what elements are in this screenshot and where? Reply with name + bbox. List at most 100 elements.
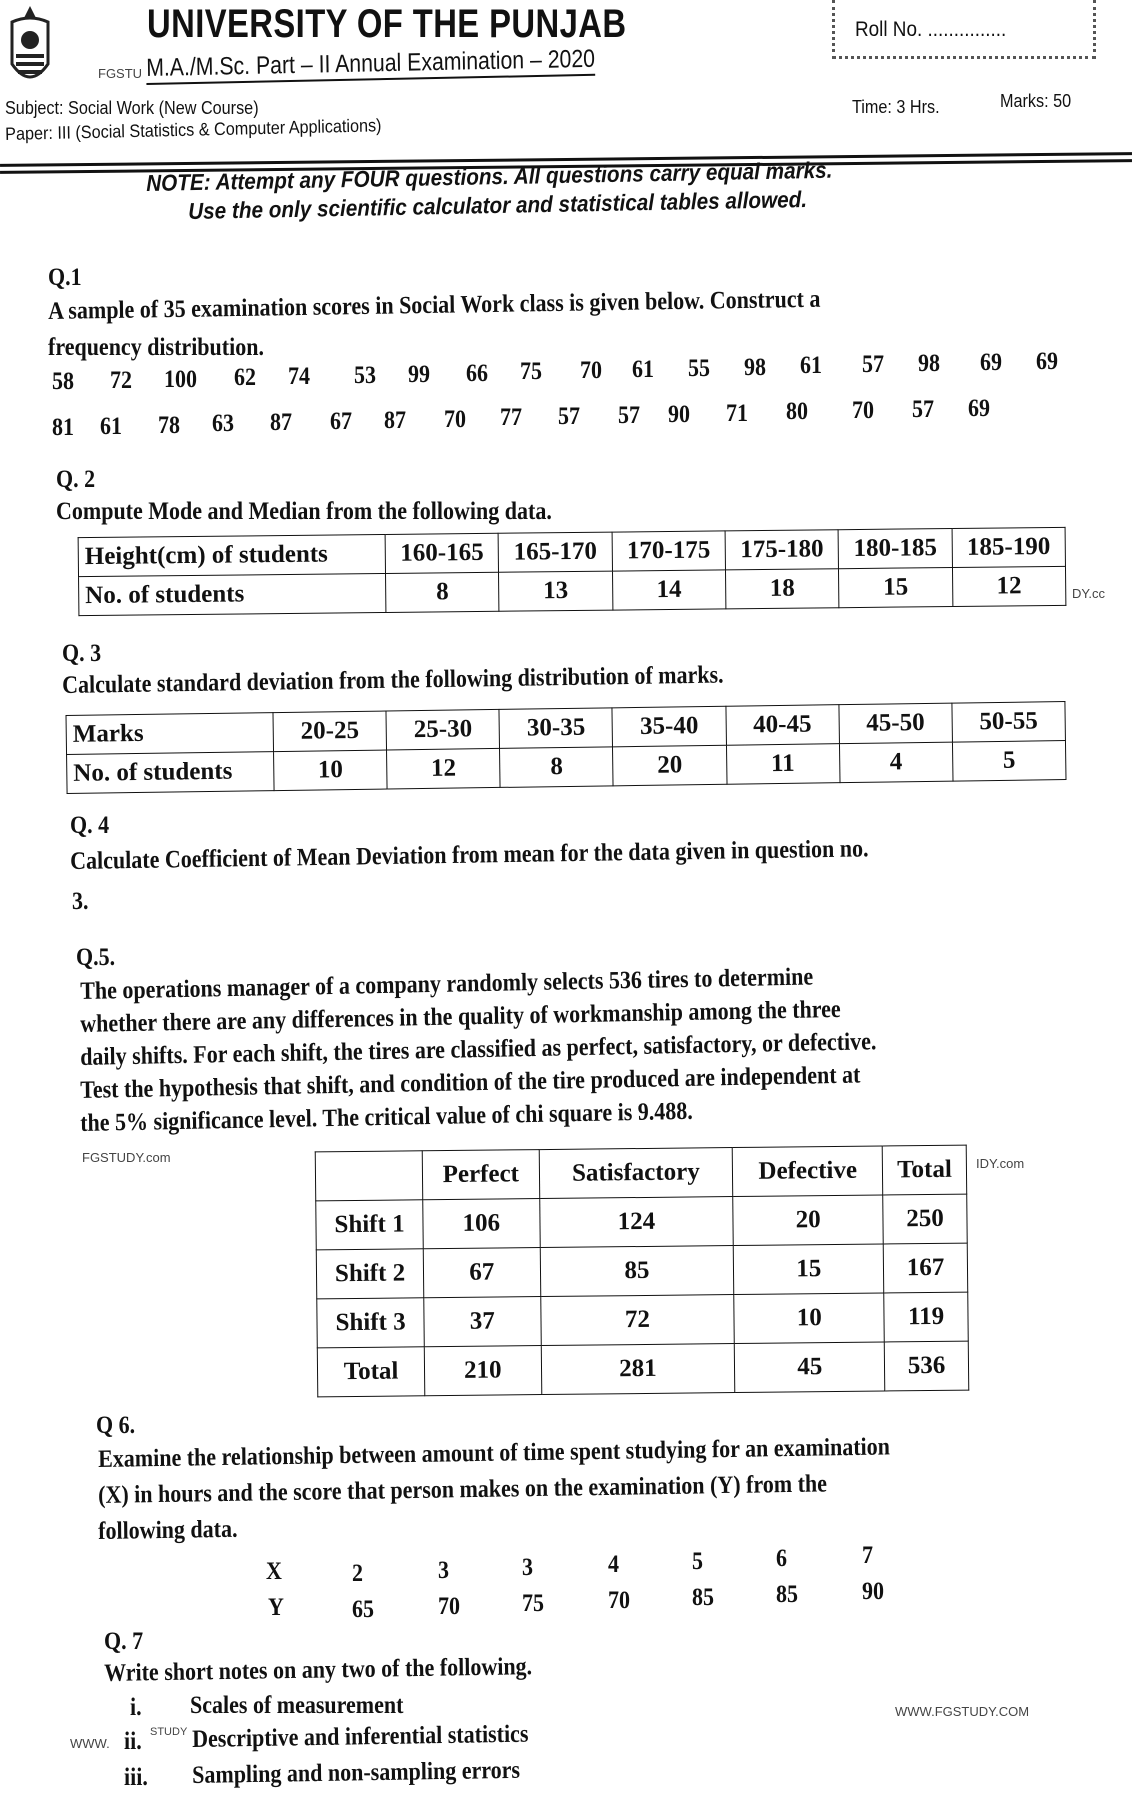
- score: 98: [918, 350, 940, 377]
- score: 67: [330, 408, 352, 435]
- q2-table: Height(cm) of students 160-165 165-170 170-…: [78, 527, 1067, 616]
- y-value: 70: [438, 1593, 460, 1620]
- q7-label: Q. 7: [104, 1628, 144, 1655]
- x-label: X: [266, 1558, 282, 1585]
- table-row: Total 210 281 45 536: [317, 1341, 969, 1397]
- table-cell: 25-30: [386, 709, 500, 751]
- q1-text: A sample of 35 examination scores in Soc…: [48, 285, 821, 325]
- q7-item-num: i.: [130, 1694, 142, 1721]
- table-cell: 170-175: [611, 530, 726, 572]
- watermark: IDY.com: [976, 1156, 1025, 1171]
- table-cell: 106: [422, 1198, 540, 1249]
- q2-text: Compute Mode and Median from the followi…: [56, 498, 552, 525]
- table-cell: No. of students: [66, 751, 275, 794]
- q4-label: Q. 4: [70, 812, 110, 839]
- q5-label: Q.5.: [76, 944, 116, 971]
- x-value: 6: [776, 1545, 787, 1572]
- score: 74: [288, 363, 310, 391]
- table-cell: 160-165: [385, 533, 499, 574]
- table-cell: 5: [952, 740, 1066, 782]
- table-cell: 15: [733, 1243, 884, 1295]
- score: 72: [110, 366, 132, 394]
- q6-line: Examine the relationship between amount …: [98, 1433, 891, 1473]
- table-cell: Total: [317, 1346, 425, 1397]
- score: 61: [800, 352, 822, 380]
- roll-number-box: Roll No. ...............: [832, 0, 1096, 59]
- score: 61: [632, 356, 654, 383]
- y-value: 85: [776, 1581, 798, 1608]
- score: 57: [862, 351, 884, 379]
- score: 61: [100, 412, 122, 440]
- q1-label: Q.1: [48, 264, 82, 291]
- y-value: 85: [692, 1584, 714, 1611]
- q6-label: Q 6.: [96, 1412, 136, 1439]
- x-value: 3: [438, 1557, 449, 1584]
- score: 71: [726, 399, 748, 427]
- time: Time: 3 Hrs.: [852, 97, 940, 117]
- table-cell: 20: [733, 1194, 884, 1246]
- table-cell: 67: [423, 1247, 541, 1298]
- score: 100: [164, 365, 197, 393]
- score: 87: [270, 409, 292, 437]
- table-cell: 14: [612, 569, 726, 611]
- table-cell: Shift 2: [316, 1248, 424, 1299]
- table-cell: 20-25: [272, 711, 387, 752]
- roll-number-label: Roll No. ...............: [855, 18, 1007, 41]
- q3-text: Calculate standard deviation from the fo…: [62, 661, 724, 699]
- table-cell: 8: [499, 746, 614, 788]
- score: 78: [158, 411, 180, 439]
- q3-table: Marks 20-25 25-30 30-35 35-40 40-45 45-50 50-55…: [65, 701, 1066, 794]
- table-cell: Marks: [66, 712, 274, 755]
- q4-text: Calculate Coefficient of Mean Deviation …: [70, 835, 869, 875]
- table-cell: 30-35: [499, 707, 613, 749]
- table-row: Shift 3 37 72 10 119: [316, 1292, 969, 1348]
- score: 58: [52, 368, 74, 395]
- table-cell: 210: [424, 1345, 542, 1396]
- table-cell: 12: [952, 566, 1066, 607]
- table-cell: 250: [882, 1194, 968, 1244]
- table-row: Shift 2 67 85 15 167: [316, 1243, 968, 1299]
- paper: Paper: III (Social Statistics & Computer…: [5, 115, 382, 144]
- q7-item-num: iii.: [124, 1764, 148, 1791]
- table-cell: 72: [540, 1294, 735, 1346]
- table-cell: Height(cm) of students: [78, 534, 386, 577]
- x-value: 4: [608, 1551, 619, 1578]
- table-cell: 20: [612, 745, 727, 786]
- university-title: UNIVERSITY OF THE PUNJAB: [147, 2, 627, 46]
- table-cell: 119: [883, 1292, 969, 1342]
- score: 75: [520, 358, 542, 386]
- score: 53: [354, 362, 376, 389]
- table-cell: 536: [884, 1341, 969, 1391]
- score: 55: [688, 354, 710, 382]
- table-cell: 11: [726, 743, 840, 785]
- y-label: Y: [268, 1594, 284, 1621]
- score: 62: [234, 364, 256, 392]
- score: 98: [744, 353, 766, 381]
- score: 69: [980, 348, 1002, 376]
- q2-label: Q. 2: [56, 466, 96, 493]
- watermark: WWW.: [70, 1736, 110, 1751]
- q3-label: Q. 3: [62, 640, 102, 667]
- q7-item: Descriptive and inferential statistics: [192, 1720, 529, 1753]
- table-cell: Shift 1: [315, 1199, 424, 1250]
- y-value: 70: [608, 1587, 630, 1614]
- table-cell: Satisfactory: [538, 1147, 734, 1199]
- table-cell: 45: [734, 1341, 885, 1393]
- score: 70: [444, 405, 466, 433]
- table-cell: No. of students: [78, 573, 386, 616]
- x-value: 7: [862, 1542, 873, 1569]
- table-cell: 35-40: [612, 706, 727, 747]
- watermark: FGSTU: [98, 66, 143, 81]
- score: 57: [558, 403, 580, 431]
- table-cell: 85: [539, 1245, 735, 1297]
- score: 70: [580, 357, 602, 385]
- table-cell: 165-170: [498, 532, 613, 573]
- table-cell: 45-50: [838, 703, 953, 744]
- score: 69: [1036, 347, 1058, 375]
- score: 66: [466, 359, 488, 387]
- y-value: 90: [862, 1578, 884, 1605]
- x-value: 3: [522, 1554, 533, 1581]
- watermark: STUDY: [150, 1726, 188, 1738]
- q7-item: Sampling and non-sampling errors: [192, 1756, 521, 1789]
